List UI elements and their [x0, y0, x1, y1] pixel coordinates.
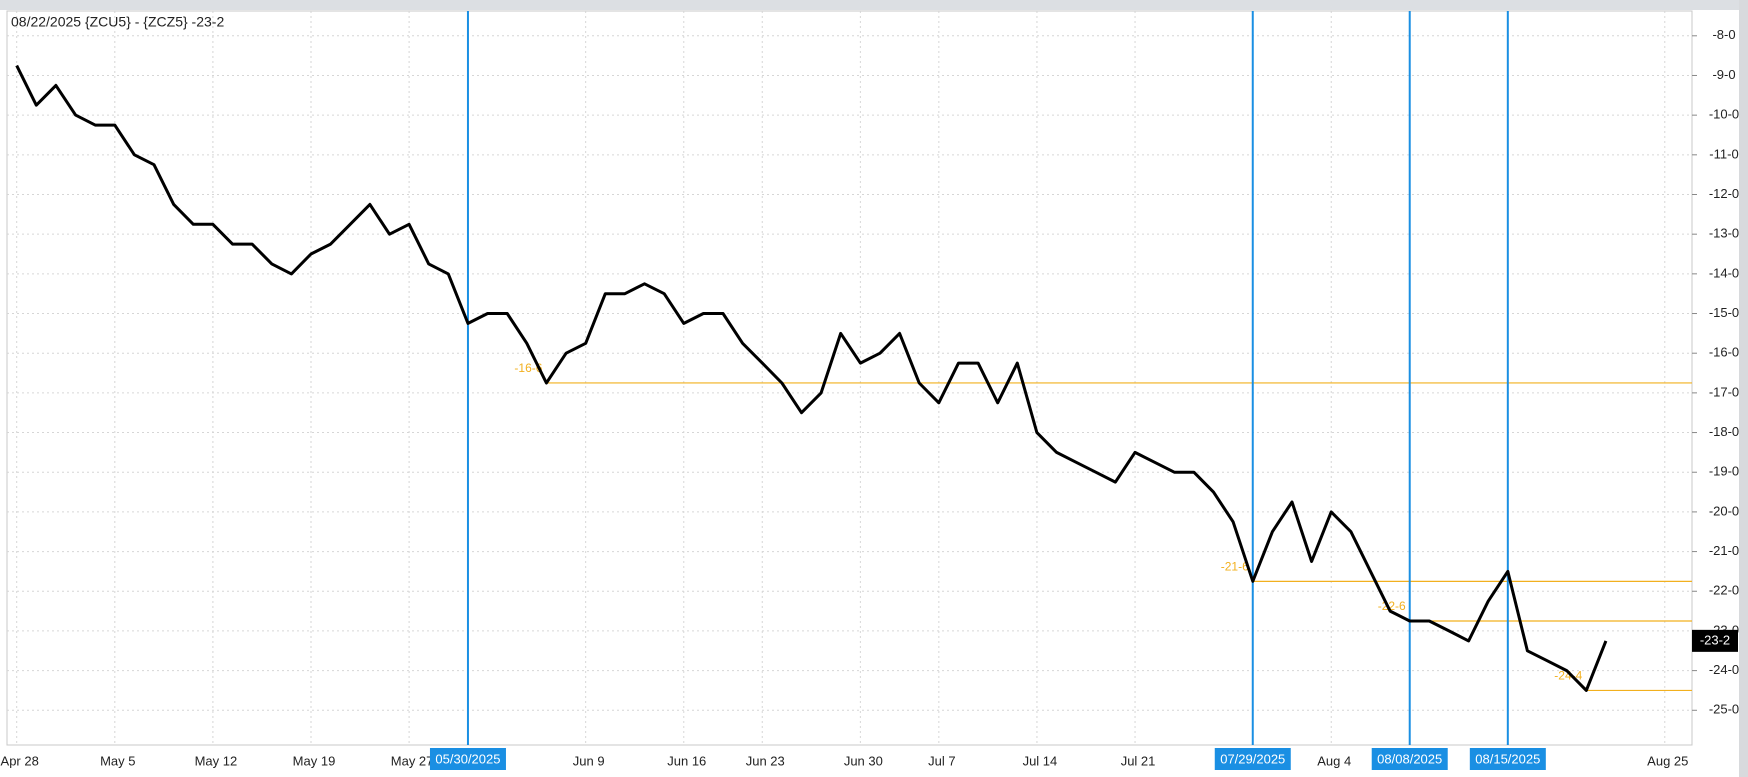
x-tick-label: Jun 16 [667, 753, 706, 768]
y-tick-label: -18-0 [1709, 424, 1739, 439]
plot-area [6, 10, 1693, 746]
y-tick-label: -19-0 [1709, 464, 1739, 479]
y-tick-label: -25-0 [1709, 702, 1739, 717]
right-edge [1739, 0, 1748, 777]
marker-label: 08/08/2025 [1377, 751, 1442, 766]
y-tick-label: -21-0 [1709, 543, 1739, 558]
y-tick-label: -15-0 [1709, 305, 1739, 320]
x-tick-label: May 12 [195, 753, 238, 768]
y-tick-label: -16-0 [1709, 345, 1739, 360]
layers: -8-0 -9-0 -10-0 -11-0 -12-0 -13-0 -14-0 -15-0 -1… [1, 11, 1739, 770]
chart-title: 08/22/2025 {ZCU5} - {ZCZ5} -23-2 [11, 14, 224, 30]
y-tick-label: -10-0 [1709, 107, 1739, 122]
y-tick-label: -22-0 [1709, 583, 1739, 598]
marker-label-box [429, 748, 506, 770]
y-tick-label: -14-0 [1709, 265, 1739, 280]
x-tick-label: Jul 14 [1023, 753, 1058, 768]
y-tick-label: -8-0 [1712, 27, 1735, 42]
last-value-box [1692, 629, 1738, 652]
x-tick-label: Apr 28 [1, 753, 39, 768]
y-tick-label: -13-0 [1709, 226, 1739, 241]
y-tick-label: -11-0 [1709, 146, 1738, 161]
x-tick-label: Jul 7 [928, 753, 955, 768]
marker-label-box [1469, 748, 1546, 770]
x-tick-label: Jun 23 [746, 753, 785, 768]
y-tick-label: -12-0 [1709, 186, 1739, 201]
marker-label: 07/29/2025 [1220, 751, 1285, 766]
y-tick-label: -17-0 [1709, 384, 1739, 399]
y-tick-label: -9-0 [1712, 67, 1735, 82]
x-tick-label: May 19 [293, 753, 336, 768]
x-tick-label: Aug 25 [1647, 753, 1688, 768]
y-tick-label: -24-0 [1709, 662, 1739, 677]
marker-label: 08/15/2025 [1475, 751, 1540, 766]
x-tick-label: May 5 [100, 753, 135, 768]
top-bar [0, 0, 1748, 10]
x-tick-label: May 27 [391, 753, 434, 768]
y-tick-label: -20-0 [1709, 503, 1739, 518]
marker-label-box [1371, 748, 1448, 770]
marker-label-box [1214, 748, 1291, 770]
level-label: -21-6 [1221, 560, 1249, 574]
x-tick-label: Aug 4 [1317, 753, 1351, 768]
last-value-label: -23-2 [1700, 632, 1730, 647]
marker-label: 05/30/2025 [435, 751, 500, 766]
series-line [15, 64, 1608, 692]
x-tick-label: Jun 30 [844, 753, 883, 768]
x-tick-label: Jun 9 [573, 753, 605, 768]
x-tick-label: Jul 21 [1121, 753, 1156, 768]
